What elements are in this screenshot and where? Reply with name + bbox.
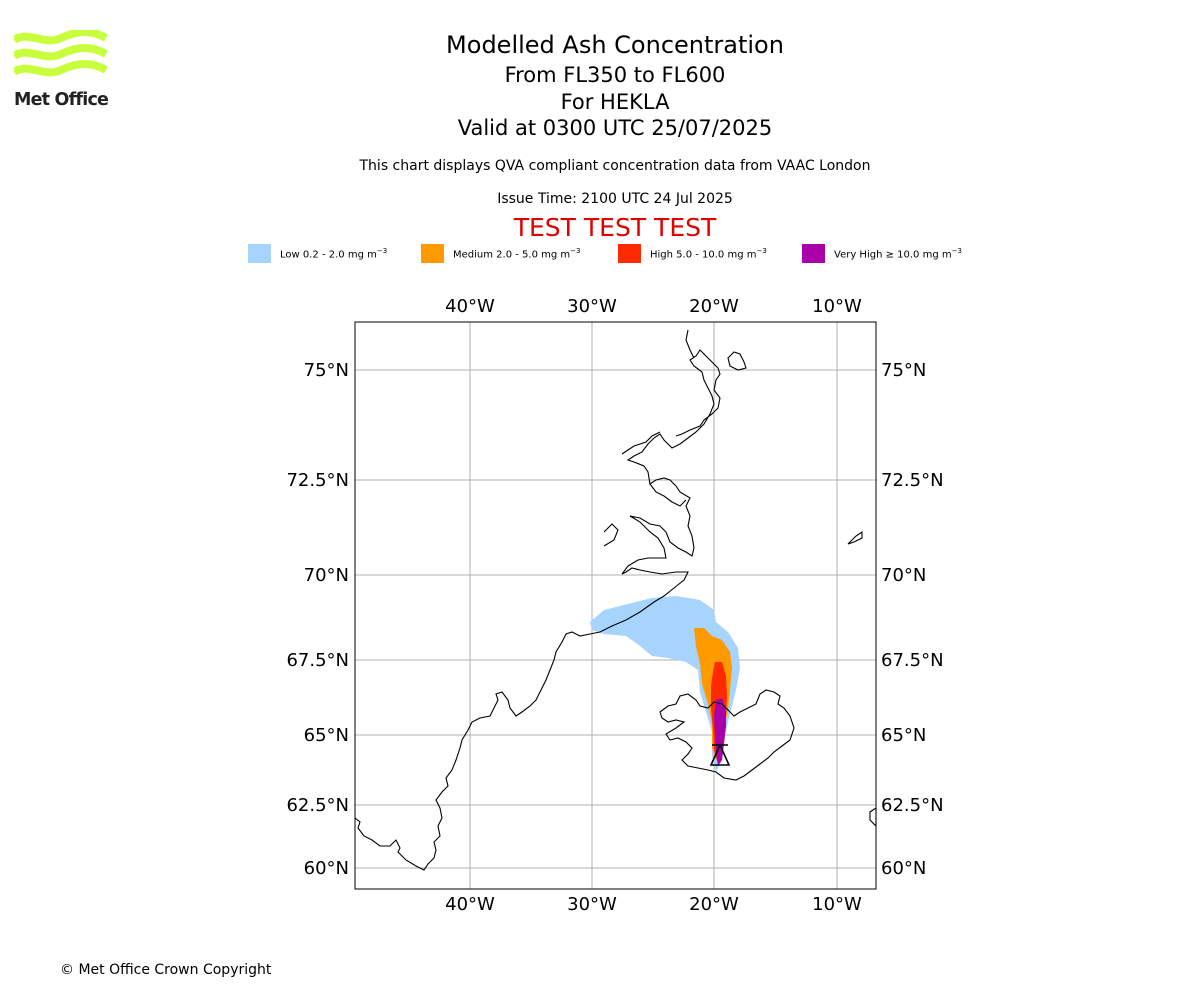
lon-label-top-10w: 10°W [812,296,862,317]
met-office-wave-icon [11,28,108,77]
met-office-logo: Met Office [11,28,109,114]
map-frame [354,321,877,890]
lat-label-left-62-5n: 62.5°N [286,795,349,816]
greenland-inner-coast [649,483,687,507]
coastlines [354,329,877,871]
description: This chart displays QVA compliant concen… [359,158,871,174]
lat-label-left-60n: 60°N [304,858,349,879]
lat-label-right-60n: 60°N [881,858,926,879]
faroe-coast [869,806,877,828]
iceland-coast [659,689,795,781]
jan-mayen-coast [847,530,863,545]
lat-label-left-75n: 75°N [304,360,349,381]
lat-label-left-70n: 70°N [304,565,349,586]
lat-label-left-65n: 65°N [304,725,349,746]
map-grid [355,322,876,889]
legend-swatch-medium [421,244,444,263]
copyright: © Met Office Crown Copyright [60,962,272,978]
flight-levels: From FL350 to FL600 [504,63,726,87]
lon-label-top-30w: 30°W [567,296,617,317]
greenland-islands [727,351,747,371]
issue-time: Issue Time: 2100 UTC 24 Jul 2025 [497,191,733,207]
legend-label-high: High 5.0 - 10.0 mg m−3 [650,247,767,261]
greenland-fjord-2 [621,431,661,455]
legend-swatch-high [618,244,641,263]
volcano-triangle-icon [709,743,731,766]
lon-label-top-40w: 40°W [445,296,495,317]
volcano-name: For HEKLA [560,90,670,114]
lat-label-right-62-5n: 62.5°N [881,795,944,816]
greenland-north-coast [685,329,695,359]
lon-label-bottom-30w: 30°W [567,894,617,915]
lat-label-left-72-5n: 72.5°N [286,470,349,491]
legend-label-very-high: Very High ≥ 10.0 mg m−3 [834,247,962,261]
legend-swatch-low [248,244,271,263]
lon-label-bottom-10w: 10°W [812,894,862,915]
greenland-fjord-1 [603,523,619,547]
lat-label-right-65n: 65°N [881,725,926,746]
lat-label-right-72-5n: 72.5°N [881,470,944,491]
test-banner: TEST TEST TEST [513,213,717,242]
lon-label-top-20w: 20°W [689,296,739,317]
valid-time: Valid at 0300 UTC 25/07/2025 [457,116,773,140]
lat-label-right-75n: 75°N [881,360,926,381]
ash-very-high-region [714,698,726,766]
legend-label-low: Low 0.2 - 2.0 mg m−3 [280,247,388,261]
lon-label-bottom-40w: 40°W [445,894,495,915]
lon-label-bottom-20w: 20°W [689,894,739,915]
legend-label-medium: Medium 2.0 - 5.0 mg m−3 [453,247,581,261]
lat-label-right-70n: 70°N [881,565,926,586]
chart-title: Modelled Ash Concentration [446,31,784,59]
greenland-coast [354,349,721,871]
logo-text: Met Office [14,90,109,110]
lat-label-right-67-5n: 67.5°N [881,650,944,671]
legend-swatch-very-high [802,244,825,263]
lat-label-left-67-5n: 67.5°N [286,650,349,671]
